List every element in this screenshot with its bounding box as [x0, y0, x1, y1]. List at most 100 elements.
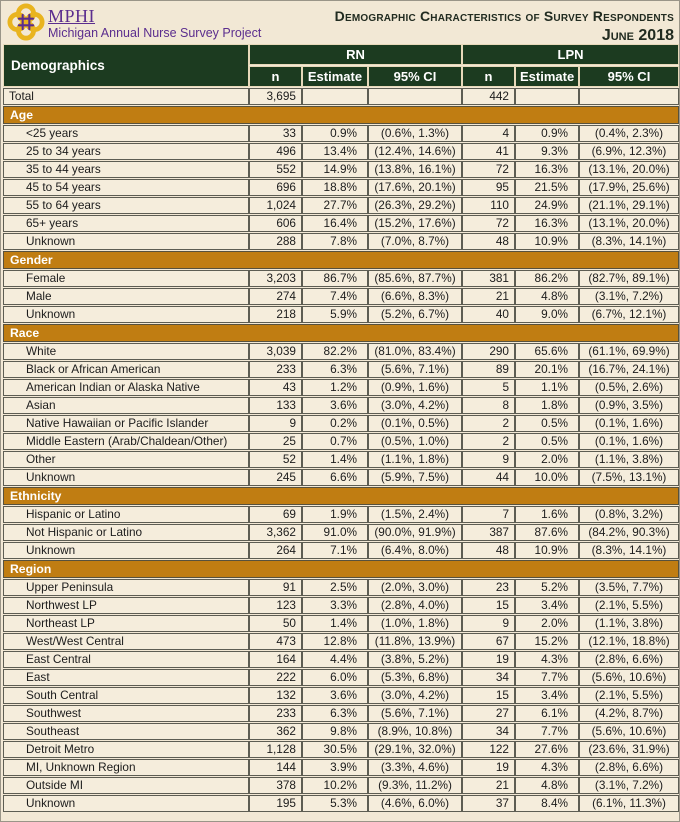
lpn-n-value: 40 — [462, 306, 515, 323]
rn-n-value: 696 — [249, 179, 302, 196]
lpn-ci-value: (1.1%, 3.8%) — [579, 451, 679, 468]
lpn-estimate-value: 1.6% — [515, 506, 579, 523]
title-block: Demographic Characteristics of Survey Re… — [335, 3, 674, 46]
lpn-ci-value: (3.1%, 7.2%) — [579, 777, 679, 794]
row-label: Asian — [3, 397, 249, 414]
table-row: 35 to 44 years 552 14.9% (13.8%, 16.1%) 72 16… — [3, 161, 679, 178]
rn-estimate-value: 91.0% — [302, 524, 368, 541]
lpn-ci-value: (13.1%, 20.0%) — [579, 161, 679, 178]
lpn-estimate-value: 9.3% — [515, 143, 579, 160]
rn-ci-value: (7.0%, 8.7%) — [368, 233, 462, 250]
table-row: 25 to 34 years 496 13.4% (12.4%, 14.6%) 41 9.… — [3, 143, 679, 160]
section-label: Race — [3, 324, 679, 342]
rn-ci-value: (0.6%, 1.3%) — [368, 125, 462, 142]
logo-acronym: MPHI — [48, 6, 96, 27]
table-row: Southeast 362 9.8% (8.9%, 10.8%) 34 7.7% (5.6%… — [3, 723, 679, 740]
rn-estimate-value: 7.8% — [302, 233, 368, 250]
lpn-n-value: 72 — [462, 215, 515, 232]
rn-estimate-value: 6.6% — [302, 469, 368, 486]
row-label: Total — [3, 88, 249, 105]
rn-estimate-value: 5.3% — [302, 795, 368, 812]
rn-ci-value: (4.6%, 6.0%) — [368, 795, 462, 812]
table-row: Hispanic or Latino 69 1.9% (1.5%, 2.4%) 7 1.6… — [3, 506, 679, 523]
table-row: 55 to 64 years 1,024 27.7% (26.3%, 29.2%) 11… — [3, 197, 679, 214]
row-label: Northwest LP — [3, 597, 249, 614]
rn-n-value: 218 — [249, 306, 302, 323]
rn-ci-value: (85.6%, 87.7%) — [368, 270, 462, 287]
row-label: Upper Peninsula — [3, 579, 249, 596]
table-row: White 3,039 82.2% (81.0%, 83.4%) 290 65.6% (61… — [3, 343, 679, 360]
rn-n-value: 264 — [249, 542, 302, 559]
lpn-ci-value: (23.6%, 31.9%) — [579, 741, 679, 758]
row-label: Detroit Metro — [3, 741, 249, 758]
lpn-n-value: 9 — [462, 451, 515, 468]
row-label: Southeast — [3, 723, 249, 740]
lpn-estimate-value: 16.3% — [515, 215, 579, 232]
table-body: Total 3,695 442 Age <25 years 33 0.9% (0.6%, 1.… — [3, 88, 679, 812]
rn-n-value: 195 — [249, 795, 302, 812]
rn-estimate-value: 1.4% — [302, 451, 368, 468]
rn-n-value: 378 — [249, 777, 302, 794]
rn-estimate-value: 3.6% — [302, 397, 368, 414]
row-label: West/West Central — [3, 633, 249, 650]
lpn-n-value: 89 — [462, 361, 515, 378]
rn-estimate-value: 1.9% — [302, 506, 368, 523]
table-row: Male 274 7.4% (6.6%, 8.3%) 21 4.8% (3.1%, 7.2%… — [3, 288, 679, 305]
row-label: Female — [3, 270, 249, 287]
lpn-n-value: 41 — [462, 143, 515, 160]
lpn-estimate-value: 0.9% — [515, 125, 579, 142]
table-row-total: Total 3,695 442 — [3, 88, 679, 105]
rn-ci-value: (81.0%, 83.4%) — [368, 343, 462, 360]
group-header-lpn: LPN — [462, 44, 679, 65]
rn-n-value: 496 — [249, 143, 302, 160]
lpn-n-value: 15 — [462, 687, 515, 704]
lpn-estimate-value: 10.0% — [515, 469, 579, 486]
row-label: Male — [3, 288, 249, 305]
table-row: Southwest 233 6.3% (5.6%, 7.1%) 27 6.1% (4.2%,… — [3, 705, 679, 722]
rn-estimate-value: 9.8% — [302, 723, 368, 740]
lpn-n-value: 7 — [462, 506, 515, 523]
row-label: Other — [3, 451, 249, 468]
rn-n-value: 233 — [249, 705, 302, 722]
table-row: MI, Unknown Region 144 3.9% (3.3%, 4.6%) 19 4… — [3, 759, 679, 776]
section-label: Gender — [3, 251, 679, 269]
rn-n-value: 52 — [249, 451, 302, 468]
rn-ci-value: (5.2%, 6.7%) — [368, 306, 462, 323]
lpn-ci-value: (16.7%, 24.1%) — [579, 361, 679, 378]
brand: MPHI Michigan Annual Nurse Survey Projec… — [7, 3, 261, 41]
rn-ci-value: (1.5%, 2.4%) — [368, 506, 462, 523]
lpn-ci-value: (5.6%, 10.6%) — [579, 669, 679, 686]
row-label: 65+ years — [3, 215, 249, 232]
table-row: <25 years 33 0.9% (0.6%, 1.3%) 4 0.9% (0.4%, 2… — [3, 125, 679, 142]
lpn-estimate-value: 21.5% — [515, 179, 579, 196]
rn-estimate-value: 0.7% — [302, 433, 368, 450]
row-label: Black or African American — [3, 361, 249, 378]
lpn-n-value: 19 — [462, 759, 515, 776]
rn-estimate-value — [302, 88, 368, 105]
rn-estimate-value: 1.4% — [302, 615, 368, 632]
page-title: Demographic Characteristics of Survey Re… — [334, 8, 674, 24]
rn-estimate-value: 13.4% — [302, 143, 368, 160]
lpn-ci-value: (6.9%, 12.3%) — [579, 143, 679, 160]
lpn-ci-value: (2.8%, 6.6%) — [579, 759, 679, 776]
lpn-estimate-value: 4.8% — [515, 288, 579, 305]
lpn-estimate-value: 65.6% — [515, 343, 579, 360]
lpn-ci-value: (1.1%, 3.8%) — [579, 615, 679, 632]
lpn-n-value: 387 — [462, 524, 515, 541]
rn-ci-value: (3.0%, 4.2%) — [368, 397, 462, 414]
table-row: Unknown 264 7.1% (6.4%, 8.0%) 48 10.9% (8.3%, … — [3, 542, 679, 559]
row-label: White — [3, 343, 249, 360]
table-row: Upper Peninsula 91 2.5% (2.0%, 3.0%) 23 5.2%(… — [3, 579, 679, 596]
rn-estimate-value: 86.7% — [302, 270, 368, 287]
lpn-estimate-value: 10.9% — [515, 233, 579, 250]
lpn-estimate-value: 3.4% — [515, 597, 579, 614]
rn-n-value: 133 — [249, 397, 302, 414]
lpn-ci-value: (21.1%, 29.1%) — [579, 197, 679, 214]
rn-ci-value: (6.6%, 8.3%) — [368, 288, 462, 305]
table-row: Outside MI 378 10.2% (9.3%, 11.2%) 21 4.8% (3.… — [3, 777, 679, 794]
lpn-estimate-value: 4.8% — [515, 777, 579, 794]
rn-ci-value: (15.2%, 17.6%) — [368, 215, 462, 232]
rn-ci-value: (8.9%, 10.8%) — [368, 723, 462, 740]
row-label: Unknown — [3, 469, 249, 486]
rn-n-value: 222 — [249, 669, 302, 686]
